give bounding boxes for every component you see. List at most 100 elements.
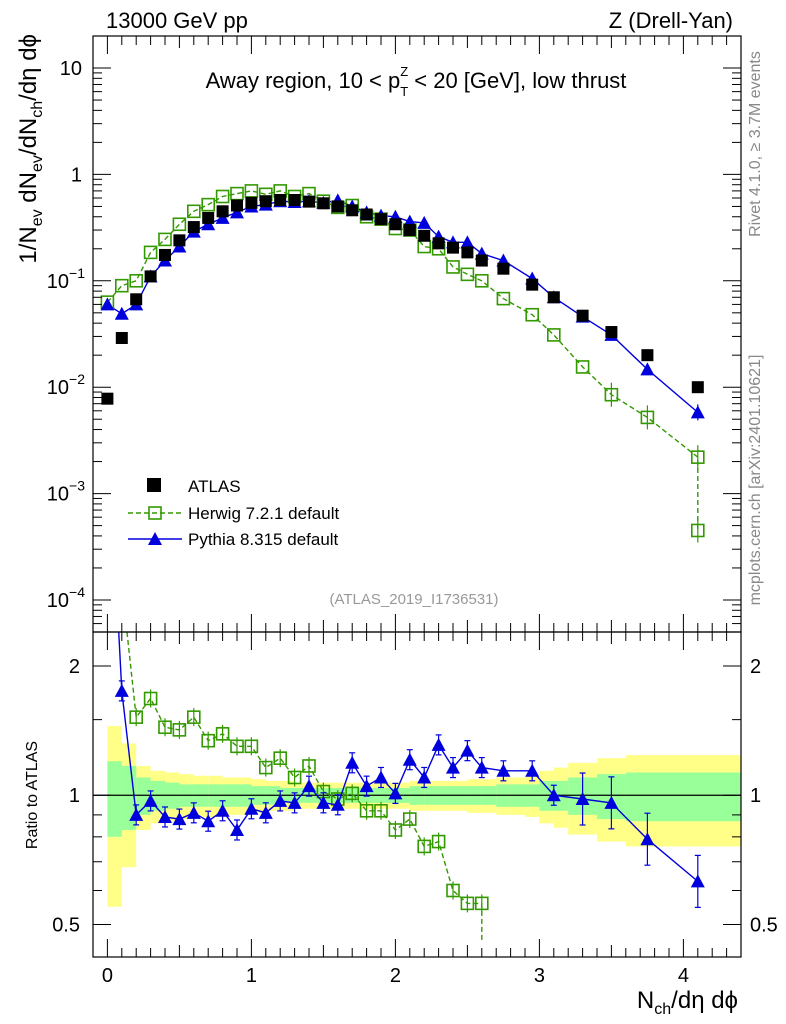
ratio-pythia-point bbox=[302, 779, 316, 793]
title-sup: Z bbox=[400, 64, 408, 79]
atlas-point bbox=[403, 224, 416, 237]
atlas-point bbox=[497, 262, 510, 275]
atlas-point bbox=[288, 193, 301, 206]
ratio-herwig-point bbox=[388, 823, 403, 837]
herwig-point bbox=[115, 278, 129, 293]
ratio-herwig-point bbox=[201, 733, 215, 748]
atlas-point bbox=[461, 246, 474, 259]
atlas-point bbox=[144, 270, 157, 283]
ratio-ytick-label-right: 2 bbox=[750, 656, 761, 678]
title-sub: T bbox=[400, 84, 408, 99]
title-post: < 20 [GeV], low thrust bbox=[408, 68, 626, 93]
main-ytick-base: 10 bbox=[47, 590, 69, 612]
ratio-herwig-point bbox=[172, 723, 187, 737]
herwig-point bbox=[187, 204, 201, 219]
ratio-ticks: 0.5 0.5 1 1 2 2 0 1 2 3 4 bbox=[52, 632, 778, 987]
main-ytick-base: 10 bbox=[47, 271, 69, 293]
band-inner bbox=[136, 777, 151, 815]
header-left: 13000 GeV pp bbox=[106, 8, 248, 33]
mcplots-label: mcplots.cern.ch [arXiv:2401.10621] bbox=[747, 355, 764, 606]
legend-herwig-marker bbox=[148, 506, 162, 520]
ratio-pythia-point bbox=[359, 779, 374, 793]
herwig-point bbox=[525, 307, 540, 322]
main-ytick-base: 10 bbox=[47, 484, 69, 506]
atlas-point bbox=[101, 392, 114, 405]
main-ytick-base: 10 bbox=[47, 377, 69, 399]
main-plot-content bbox=[100, 184, 705, 543]
main-ytick-label: 10−2 bbox=[47, 371, 85, 399]
atlas-point bbox=[216, 205, 229, 218]
main-ytick-exp: −3 bbox=[69, 478, 85, 494]
ratio-pythia-point bbox=[143, 793, 158, 807]
ratio-xtick-label: 2 bbox=[390, 965, 401, 987]
ratio-herwig-point bbox=[158, 720, 172, 735]
atlas-point bbox=[432, 237, 445, 250]
legend: ATLAS Herwig 7.2.1 default Pythia 8.315 … bbox=[128, 477, 339, 549]
ratio-herwig-point bbox=[258, 760, 273, 775]
ratio-xtick-label: 0 bbox=[102, 965, 113, 987]
ratio-herwig-point bbox=[359, 803, 374, 818]
main-ytick-label: 10−4 bbox=[47, 584, 85, 612]
herwig-point bbox=[158, 232, 172, 247]
ratio-pythia-point bbox=[258, 805, 273, 819]
atlas-point bbox=[641, 349, 654, 362]
ratio-panel: 0.5 0.5 1 1 2 2 0 1 2 3 4 Ratio to ATLAS Nch/dη dϕ bbox=[24, 631, 778, 1018]
atlas-point bbox=[418, 229, 431, 242]
atlas-point bbox=[547, 291, 560, 304]
ratio-xtick-label: 4 bbox=[678, 965, 689, 987]
atlas-point bbox=[475, 254, 488, 267]
ratio-herwig-point bbox=[417, 839, 432, 854]
ratio-pythia-point bbox=[575, 792, 590, 806]
ratio-herwig-point bbox=[431, 834, 446, 849]
atlas-point bbox=[691, 381, 704, 394]
ratio-pythia-point bbox=[417, 770, 432, 784]
ylabel-p2: dN bbox=[15, 172, 42, 209]
ratio-xtick-label: 1 bbox=[246, 965, 257, 987]
ratio-ytick-label: 2 bbox=[69, 656, 80, 678]
atlas-point bbox=[173, 234, 186, 247]
ratio-pythia-point bbox=[244, 801, 259, 815]
ratio-pythia-point bbox=[215, 803, 230, 817]
ratio-pythia-point bbox=[604, 795, 619, 809]
ratio-pythia-point bbox=[114, 683, 129, 697]
herwig-point bbox=[640, 410, 655, 425]
ratio-pythia-point bbox=[640, 832, 655, 846]
ratio-herwig-point bbox=[460, 896, 475, 911]
ratio-pythia-point bbox=[460, 743, 475, 757]
ratio-herwig-point bbox=[143, 691, 158, 706]
herwig-point bbox=[604, 387, 619, 402]
ratio-pythia-point bbox=[201, 814, 216, 828]
xlabel-p0: N bbox=[637, 987, 654, 1014]
legend-atlas-marker bbox=[147, 478, 161, 492]
herwig-point bbox=[460, 267, 475, 282]
reference-label: (ATLAS_2019_I1736531) bbox=[329, 591, 498, 608]
atlas-point bbox=[526, 278, 539, 291]
pythia-point bbox=[215, 210, 230, 224]
atlas-point bbox=[576, 309, 589, 322]
rivet-label: Rivet 4.1.0, ≥ 3.7M events bbox=[747, 51, 764, 237]
atlas-point bbox=[360, 208, 373, 221]
atlas-point bbox=[303, 195, 315, 208]
ratio-pythia-point bbox=[129, 807, 144, 821]
ylabel-p4: /dN bbox=[15, 118, 42, 155]
legend-pythia-marker bbox=[148, 532, 162, 545]
ylabel-p3: ev bbox=[29, 155, 46, 172]
ratio-pythia-point bbox=[690, 874, 705, 888]
herwig-point bbox=[690, 523, 705, 538]
ratio-ylabel: Ratio to ATLAS bbox=[24, 741, 41, 849]
title-pre: Away region, 10 < p bbox=[206, 68, 401, 93]
ratio-herwig-point bbox=[244, 739, 259, 754]
atlas-point bbox=[231, 199, 243, 212]
ratio-pythia-point bbox=[431, 737, 446, 751]
pythia-point bbox=[417, 215, 432, 229]
pythia-point bbox=[114, 306, 129, 320]
band-inner bbox=[625, 772, 741, 822]
ratio-pythia-point bbox=[230, 822, 244, 836]
ratio-pythia-point bbox=[388, 786, 403, 800]
ratio-herwig-point bbox=[345, 786, 360, 801]
legend-atlas-label: ATLAS bbox=[188, 477, 241, 496]
ylabel-p0: 1/N bbox=[15, 226, 42, 263]
atlas-point bbox=[375, 213, 387, 226]
ratio-xtick-label: 3 bbox=[534, 965, 545, 987]
